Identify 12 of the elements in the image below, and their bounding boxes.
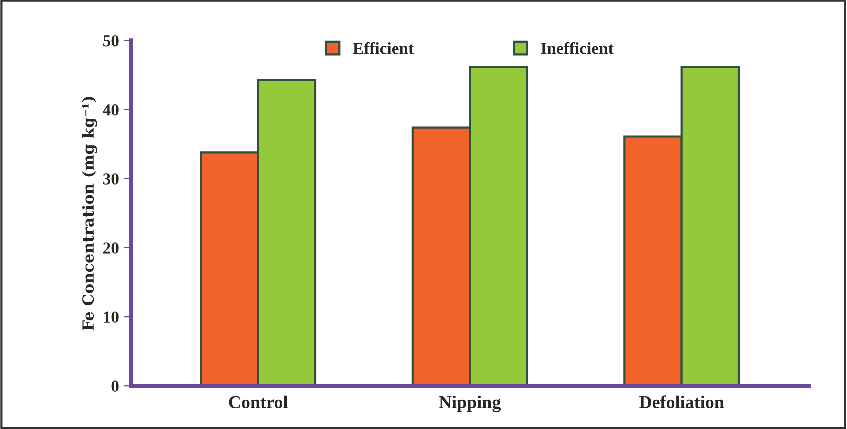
y-tick-label: 20: [104, 242, 119, 254]
legend-label: Efficient: [353, 42, 414, 54]
y-tick-label: 40: [103, 104, 119, 116]
x-tick-label: Control: [229, 396, 288, 409]
x-tick-label: Defoliation: [640, 396, 724, 409]
y-tick-label: 30: [103, 174, 119, 185]
y-tick-label: 10: [104, 312, 119, 323]
y-tick-label: 50: [103, 35, 119, 47]
y-axis-title: Fe Concentration (mg kg⁻¹): [82, 97, 98, 331]
x-tick-label: Nipping: [439, 396, 502, 412]
legend-label: Inefficient: [541, 42, 614, 54]
y-tick-label: 0: [112, 380, 119, 392]
